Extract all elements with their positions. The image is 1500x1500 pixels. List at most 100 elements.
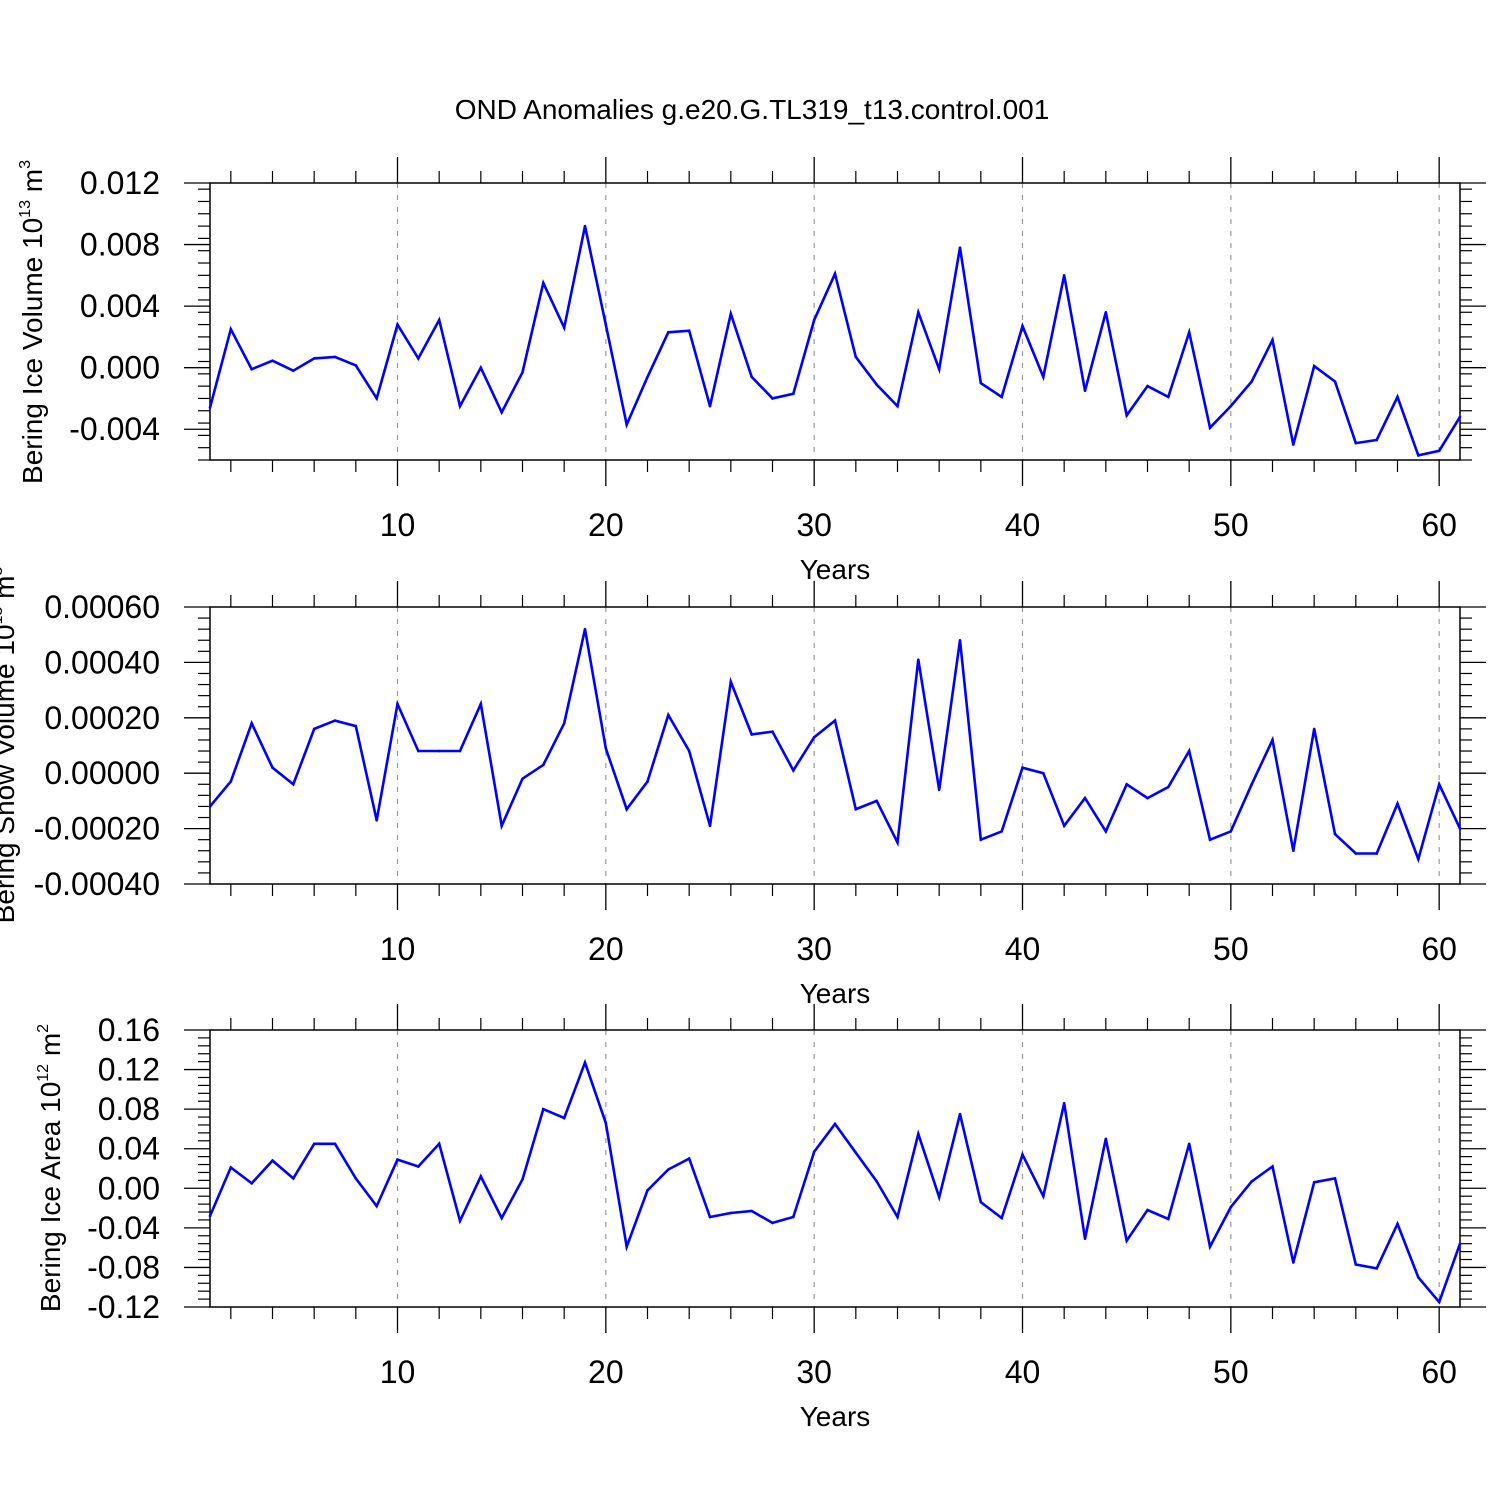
data-point [917,1132,920,1136]
data-point [1083,796,1087,800]
x-tick-label: 20 [588,507,624,543]
data-point [542,1107,545,1111]
x-tick-label: 10 [380,507,416,543]
data-point [521,370,524,374]
y-axis-label-unit: m [0,576,20,607]
data-point [958,1112,962,1116]
y-axis-label: Bering Snow Volume 1013 m3 [0,567,20,924]
data-point [1458,1242,1462,1245]
data-point [1333,1177,1337,1180]
data-point [937,367,941,371]
x-tick-label: 60 [1421,1354,1457,1390]
data-point [1187,330,1191,334]
data-point [1062,824,1066,828]
data-point [750,1209,753,1213]
data-point [604,746,608,750]
data-point [542,763,545,767]
y-axis-label-unit-exponent: 3 [17,160,34,169]
data-point [1000,395,1003,399]
data-point [479,366,483,369]
data-point [1417,1276,1420,1279]
data-point [1271,738,1274,742]
data-point [1396,802,1399,805]
y-tick-label: 0.008 [80,227,160,263]
data-point [1146,384,1149,388]
data-point [771,397,774,400]
data-point [1312,727,1316,731]
data-point [250,722,253,725]
data-point [1229,1205,1233,1209]
data-point [208,406,212,409]
data-point [1042,771,1045,775]
plot-frame [209,182,1461,461]
data-point [875,799,878,803]
data-point [1208,1245,1212,1248]
data-point [646,1188,649,1192]
data-point [271,766,274,769]
y-axis-label-exponent: 12 [35,1064,52,1082]
data-point [750,733,753,736]
data-point [375,397,378,400]
data-point [250,1182,253,1185]
y-axis-label-unit: m [17,169,48,200]
data-point [583,224,587,228]
data-point [1333,380,1337,383]
data-point [375,818,378,822]
x-tick-label: 20 [588,931,624,967]
data-point [1375,438,1378,442]
data-point [229,327,233,331]
y-tick-label: -0.08 [87,1249,160,1285]
data-point [1375,1267,1378,1270]
data-point [1125,1239,1128,1243]
y-tick-label: 0.00060 [44,589,160,625]
y-tick-label: -0.12 [87,1289,160,1325]
y-tick-label: -0.00020 [34,811,160,847]
data-point [333,719,337,722]
data-point [1125,782,1128,786]
panel-3: 10 20 30 40 50 60-0.12-0.08-0.040.000.040.080… [35,1004,1486,1432]
data-point [1354,441,1358,445]
data-point [854,807,858,811]
data-point [792,1215,795,1219]
data-point [208,1214,212,1218]
data-point [479,1175,483,1178]
data-point [312,357,316,360]
data-point [1104,1137,1108,1141]
panels: 10 20 30 40 50 60 -0.004 0.000 0.004 0.008 0.012 Ye… [0,157,1486,1432]
data-point [812,735,816,739]
data-point [1396,395,1399,399]
data-point [1437,782,1441,786]
y-tick-label: 0.16 [98,1012,160,1048]
data-point [1396,1222,1399,1226]
data-point [979,381,983,385]
data-point [1083,389,1087,393]
data-point [583,627,587,631]
y-tick-label: 0.00 [98,1170,160,1206]
data-point [1250,380,1253,383]
data-point [521,777,524,781]
plot-frame [209,606,1461,885]
y-axis-label: Bering Ice Area 1012 m2 [35,1024,66,1312]
y-axis-label-exponent: 13 [0,607,6,625]
data-point [1417,454,1420,457]
data-point [687,1157,691,1160]
y-axis-label-main: Bering Snow Volume 10 [0,624,20,923]
data-point [583,1061,587,1064]
data-point [1292,443,1295,446]
x-tick-label: 10 [380,1354,416,1390]
data-point [646,780,649,783]
data-point [896,404,899,408]
data-point [667,330,670,334]
data-point [458,1219,462,1223]
data-point [1292,849,1295,853]
data-point [1167,1217,1170,1221]
data-point [708,404,712,408]
data-point [937,1195,941,1199]
x-axis-label: Years [800,1401,871,1432]
data-point [1042,375,1045,379]
y-tick-label: 0.00040 [44,644,160,680]
x-tick-label: 60 [1421,931,1457,967]
y-axis-label-unit-exponent: 2 [35,1024,52,1033]
data-point [1333,832,1337,836]
